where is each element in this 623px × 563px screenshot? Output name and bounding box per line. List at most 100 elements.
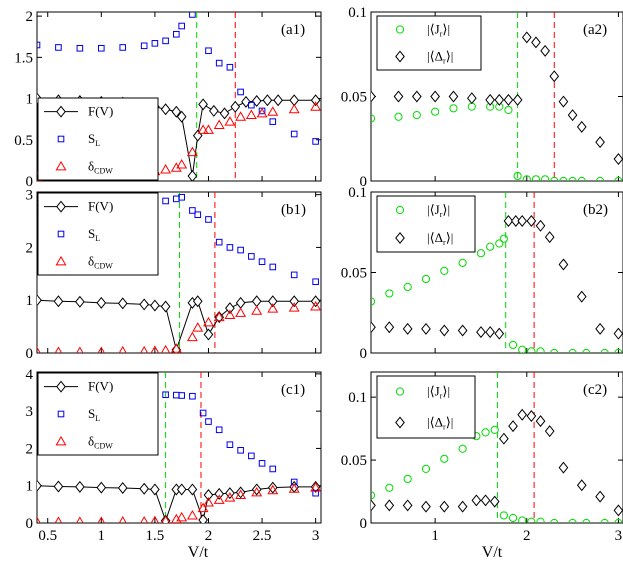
- data-point-r: [595, 322, 605, 335]
- y-tick-label: 0.05: [341, 90, 367, 106]
- data-point-s-l: [37, 41, 41, 49]
- data-point-cdw: [213, 494, 225, 504]
- data-point-undefined: [37, 294, 42, 307]
- data-point-s-l: [290, 130, 298, 138]
- data-point-s-l: [215, 238, 223, 246]
- data-point-undefined: [198, 98, 208, 111]
- data-point-j-r: [371, 491, 376, 500]
- data-point-cdw: [310, 482, 321, 492]
- y-tick-label: 0.05: [341, 453, 367, 469]
- legend-marker-cdw: [55, 435, 67, 446]
- y-tick-label: 2: [26, 441, 34, 457]
- legend-marker-undefined: [56, 105, 66, 118]
- data-point-s-l: [215, 426, 223, 434]
- legend: F(V) SL δCDW: [37, 97, 159, 181]
- data-point-cdw: [310, 301, 321, 311]
- data-point-s-l: [226, 244, 234, 251]
- data-point-s-l: [248, 452, 255, 460]
- data-point-s-l: [269, 263, 277, 271]
- data-point-r: [421, 500, 431, 513]
- data-point-cdw: [150, 515, 160, 523]
- data-point-j-r: [403, 282, 412, 292]
- panel-a2: 0 0.05 0.1 |⟨Jr⟩| |⟨Δr⟩| (a2): [341, 5, 623, 190]
- data-point-r: [613, 327, 623, 340]
- data-point-cdw: [245, 109, 257, 120]
- data-point-j-r: [527, 517, 536, 523]
- data-point-r: [517, 408, 528, 421]
- data-point-s-l: [173, 30, 180, 38]
- panel-c1: 0.5 1 1.5 2 2.5 3 0 1 2 3 4 F(V) SL δCDW (c1): [26, 367, 322, 544]
- data-point-undefined: [139, 298, 150, 311]
- legend: |⟨Jr⟩| |⟨Δr⟩|: [376, 15, 482, 71]
- data-point-s-l: [258, 460, 266, 467]
- x-axis-label-right: V/t: [482, 544, 503, 561]
- data-point-j-r: [412, 110, 421, 120]
- data-point-undefined: [96, 296, 107, 309]
- data-point-j-r: [550, 518, 559, 523]
- data-point-r: [521, 31, 532, 44]
- legend-marker-s-l: [57, 135, 65, 143]
- data-point-undefined: [214, 311, 225, 324]
- panel-c2: 1 2 3 0 0.05 0.1 |⟨Jr⟩| |⟨Δr⟩| (c2): [341, 371, 623, 544]
- data-point-undefined: [208, 104, 219, 117]
- y-tick-label: 0.1: [348, 390, 367, 406]
- data-point-s-l: [98, 44, 105, 52]
- data-point-undefined: [225, 302, 235, 315]
- data-point-cdw: [251, 486, 263, 497]
- plot-area: [371, 408, 623, 523]
- data-point-undefined: [289, 295, 300, 308]
- panel-label: (a1): [281, 22, 305, 38]
- legend: |⟨Jr⟩| |⟨Δr⟩|: [376, 195, 476, 253]
- data-point-r: [549, 70, 560, 83]
- data-point-s-l: [269, 118, 277, 125]
- legend-marker-undefined: [56, 380, 66, 393]
- data-point-r: [576, 290, 587, 303]
- panel-label: (a2): [583, 22, 607, 38]
- legend-label-j-r: |⟨Jr⟩|: [427, 22, 450, 39]
- data-point-s-l: [151, 40, 159, 47]
- x-tick-label: 2: [523, 528, 531, 544]
- data-point-s-l: [237, 88, 244, 96]
- series-line-undefined: [37, 299, 316, 352]
- data-point-cdw: [235, 111, 247, 121]
- data-point-cdw: [54, 346, 63, 353]
- data-point-s-l: [194, 211, 202, 218]
- data-point-r: [393, 90, 404, 103]
- data-point-j-r: [421, 464, 431, 473]
- legend-label-r: |⟨Δr⟩|: [427, 415, 453, 432]
- data-point-j-r: [385, 483, 394, 492]
- panel-b2: 0 0.05 0.1 |⟨Jr⟩| |⟨Δr⟩| (b2): [341, 185, 623, 362]
- data-point-j-r: [499, 511, 508, 520]
- y-tick-label: 3: [26, 404, 34, 420]
- data-point-r: [517, 214, 528, 227]
- data-point-r: [448, 90, 459, 103]
- data-point-s-l: [189, 207, 196, 214]
- data-point-cdw: [97, 346, 106, 353]
- plot-area: [371, 214, 623, 353]
- data-point-j-r: [458, 258, 467, 267]
- legend-label-cdw: δCDW: [88, 158, 113, 175]
- data-point-r: [508, 420, 518, 433]
- data-point-r: [535, 415, 546, 428]
- y-tick-label: 0: [26, 174, 34, 190]
- data-point-undefined: [171, 105, 182, 118]
- data-point-cdw: [256, 107, 268, 118]
- data-point-s-l: [178, 193, 185, 201]
- data-point-s-l: [205, 418, 212, 425]
- data-point-undefined: [310, 94, 321, 107]
- data-point-j-r: [403, 474, 412, 484]
- data-point-r: [494, 327, 505, 340]
- data-point-cdw: [288, 103, 300, 114]
- y-tick-label: 2: [26, 9, 34, 25]
- data-point-r: [540, 44, 550, 57]
- data-point-j-r: [614, 176, 623, 181]
- data-point-j-r: [440, 266, 449, 275]
- data-point-cdw: [213, 311, 225, 322]
- data-point-r: [595, 490, 605, 503]
- data-point-r: [476, 326, 486, 339]
- data-point-cdw: [97, 516, 106, 523]
- legend-label-s-l: SL: [88, 406, 100, 423]
- y-tick-label: 0: [26, 346, 34, 362]
- data-point-cdw: [203, 496, 214, 507]
- x-tick-label: 0.5: [38, 528, 57, 544]
